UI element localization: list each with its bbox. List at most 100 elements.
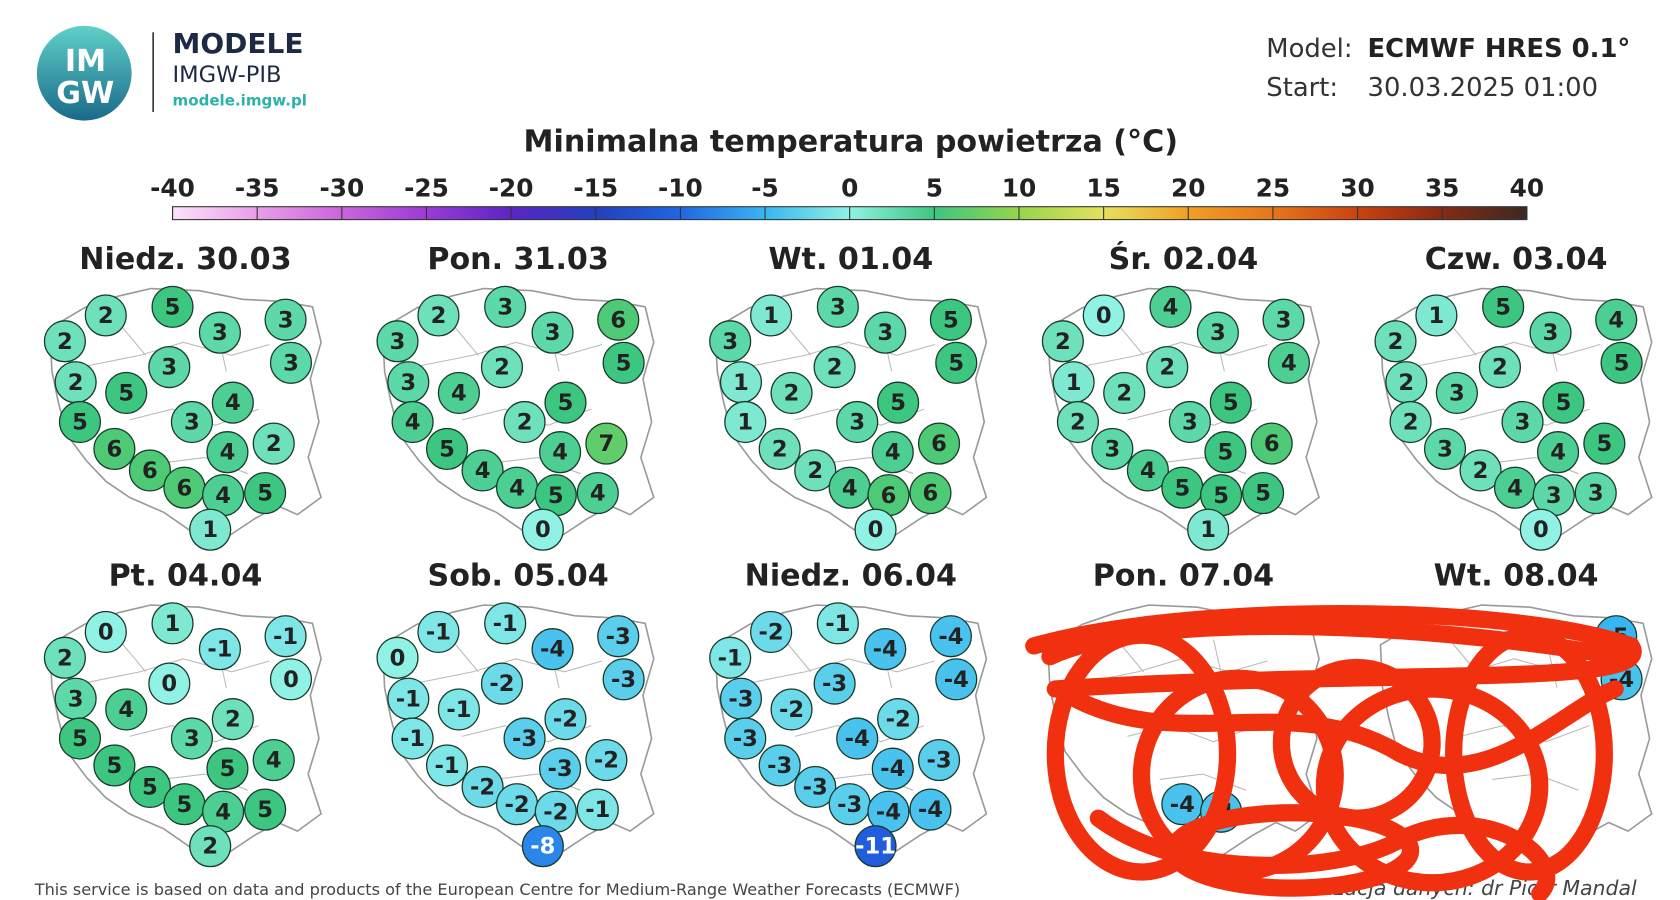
station-marker (437, 688, 480, 731)
station-marker (935, 658, 978, 701)
station-marker (1583, 422, 1626, 465)
station-marker (417, 294, 460, 337)
station-marker (597, 298, 640, 341)
station-marker (198, 628, 242, 671)
station-marker (836, 717, 879, 760)
station-marker (1389, 400, 1432, 444)
station-value: 5 (72, 726, 88, 752)
station-marker (813, 662, 856, 705)
station-marker (170, 717, 214, 760)
station-marker (43, 636, 86, 679)
station-value: -2 (886, 707, 911, 733)
station-marker (1041, 320, 1084, 363)
station-marker (770, 371, 813, 415)
station-value: -1 (396, 686, 421, 712)
station-value: 5 (1596, 431, 1612, 457)
station-value: 6 (1264, 431, 1280, 457)
station-marker (93, 744, 136, 787)
station-value: 2 (266, 431, 282, 457)
station-marker (1542, 381, 1585, 424)
station-marker (484, 602, 527, 645)
station-value: 2 (431, 303, 447, 329)
station-value: 3 (1543, 320, 1559, 346)
station-value: 1 (1429, 303, 1445, 329)
station-marker (538, 747, 582, 790)
station-marker (794, 449, 837, 492)
station-marker (1082, 294, 1125, 337)
station-value: -4 (1170, 792, 1195, 818)
station-value: -3 (548, 756, 573, 782)
station-value: 5 (1213, 483, 1229, 509)
day-title: Pt. 04.04 (109, 559, 263, 594)
station-value: 4 (1281, 350, 1297, 376)
station-marker (480, 662, 524, 705)
source-note: This service is based on data and produc… (34, 880, 960, 899)
station-marker (84, 610, 127, 654)
station-marker (709, 320, 752, 363)
day-panel: Sob. 05.040-1 -1-4 -3-3-1 -1-2-2-1 -3-2-1 -3-… (376, 559, 655, 868)
station-value: 4 (266, 748, 282, 774)
station-marker (1168, 400, 1211, 444)
colorbar-tick-label: 0 (841, 173, 858, 202)
station-value: 5 (220, 756, 236, 782)
start: 30.03.2025 01:00 (1368, 73, 1599, 103)
station-value: -3 (837, 792, 862, 818)
station-marker (1204, 431, 1247, 474)
station-marker (58, 400, 102, 444)
station-marker (1091, 427, 1134, 471)
station-value: -4 (880, 756, 905, 782)
station-value: 4 (1140, 458, 1156, 484)
station-marker (521, 508, 564, 551)
station-marker (84, 294, 127, 337)
station-marker (1478, 346, 1522, 389)
station-marker (43, 320, 86, 363)
station-marker (105, 688, 148, 731)
station-value: -2 (779, 697, 804, 723)
day-title: Niedz. 30.03 (79, 242, 291, 277)
colorbar-tick-label: 5 (926, 173, 943, 202)
day-title: Pon. 31.03 (427, 242, 608, 277)
station-marker (1250, 422, 1293, 465)
station-value: 4 (885, 440, 901, 466)
station-marker (503, 717, 546, 760)
station-marker (724, 400, 767, 444)
station-value: -2 (504, 792, 529, 818)
station-marker (189, 825, 232, 868)
station-marker (576, 471, 619, 515)
station-marker (1529, 311, 1572, 354)
station-value: 6 (107, 437, 123, 463)
station-value: 3 (1210, 320, 1226, 346)
station-value: 4 (1507, 475, 1523, 501)
station-value: 4 (590, 481, 606, 507)
station-marker (211, 698, 254, 741)
station-value: 1 (1200, 517, 1216, 543)
station-value: 5 (1614, 350, 1630, 376)
station-value: 5 (1556, 390, 1572, 416)
station-value: 3 (830, 294, 846, 320)
station-value: 5 (1174, 475, 1190, 501)
colorbar-tick-label: -10 (658, 173, 703, 202)
station-value: 5 (257, 481, 273, 507)
station-marker (189, 508, 232, 551)
colorbar-tick-label: 20 (1171, 173, 1205, 202)
station-marker (148, 662, 191, 705)
station-value: 4 (215, 799, 231, 825)
station-value: 3 (212, 320, 228, 346)
station-value: 2 (494, 355, 510, 381)
station-value: 3 (1546, 483, 1562, 509)
station-marker (794, 765, 837, 809)
station-marker (198, 311, 242, 354)
day-panel: Niedz. 06.04 -1 -2 -1 -4 -4 -4 -3 -2 -3 -2 -3 -4 -3 -3… (709, 559, 988, 868)
station-marker (770, 688, 813, 731)
station-marker (1519, 508, 1562, 551)
day-title: Śr. 02.04 (1109, 240, 1258, 277)
station-marker (376, 636, 419, 679)
station-marker (1209, 381, 1252, 424)
url: modele.imgw.pl (173, 92, 307, 110)
station-marker (917, 422, 961, 465)
station-value: 6 (610, 307, 626, 333)
colorbar-tick-label: -15 (573, 173, 618, 202)
station-value: -3 (767, 753, 792, 779)
